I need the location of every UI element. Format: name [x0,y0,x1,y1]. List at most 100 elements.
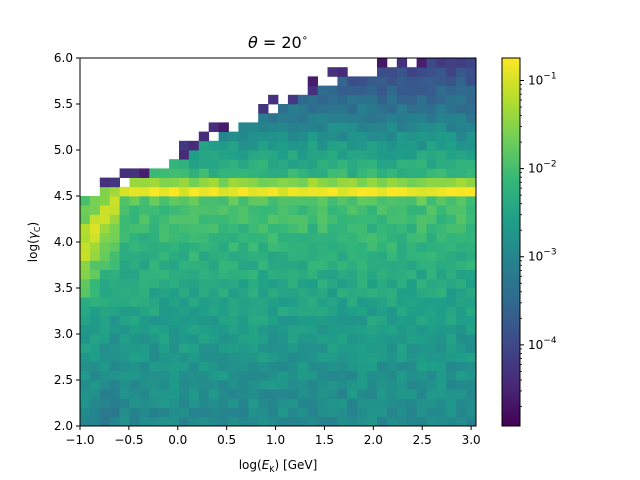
heat-cell [208,232,219,243]
heat-cell [357,269,368,280]
heat-cell [278,269,289,280]
heat-cell [436,205,447,215]
heat-cell [179,352,190,362]
heat-cell [426,186,437,197]
heat-cell [456,232,467,243]
heat-cell [149,186,160,197]
heat-cell [159,214,170,224]
heat-cell [139,196,150,206]
x-tick-label: −0.5 [114,433,143,447]
heat-cell [357,159,368,169]
heat-cell [396,177,408,188]
heat-cell [416,67,427,77]
heat-cell [218,306,229,316]
heat-cell [337,177,348,188]
heat-cell [179,214,190,224]
heat-cell [287,416,299,427]
heat-cell [129,370,140,381]
heat-cell [377,67,388,77]
heat-cell [89,297,101,307]
x-tick-label: 2.0 [364,433,383,447]
heat-cell [317,352,328,362]
heat-cell [198,334,210,344]
heat-cell [396,159,408,169]
heat-cell [396,186,408,197]
heat-cell [446,94,457,105]
heat-cell [416,150,427,160]
heat-cell [248,251,259,261]
heat-cell [317,288,328,298]
heat-cell [129,177,140,188]
heat-cell [139,251,150,261]
heat-cell [297,140,309,151]
heat-cell [357,104,368,114]
heat-cell [228,140,239,151]
heat-cell [466,288,477,298]
heat-cell [129,416,140,427]
heat-cell [149,370,160,381]
heat-cell [337,205,348,215]
heat-cell [386,122,398,132]
heat-cell [80,324,91,335]
heat-cell [307,242,318,252]
heat-cell [208,186,219,197]
heat-cell [268,306,279,316]
heat-cell [406,315,417,326]
heat-cell [258,389,269,399]
heat-cell [119,269,130,280]
heat-cell [416,306,427,316]
heat-cell [416,352,427,362]
heat-cell [278,251,289,261]
heat-cell [297,177,309,188]
heat-cell [287,104,299,114]
heat-cell [297,370,309,381]
heat-cell [357,278,368,289]
heat-cell [188,251,200,261]
heat-cell [228,269,239,280]
heat-cell [149,306,160,316]
heat-cell [179,177,190,188]
heat-cell [179,361,190,372]
heat-cell [377,278,388,289]
heat-cell [297,380,309,390]
heat-cell [436,361,447,372]
heat-cell [287,232,299,243]
heat-cell [456,58,467,68]
heat-cell [386,361,398,372]
heat-cell [248,288,259,298]
heat-cell [466,94,477,105]
heat-cell [129,297,140,307]
heat-cell [357,315,368,326]
heat-cell [456,288,467,298]
heat-cell [406,269,417,280]
heat-cell [228,260,239,270]
heat-cell [327,278,338,289]
heat-cell [248,205,259,215]
heat-cell [159,352,170,362]
heat-cell [218,186,229,197]
heat-cell [80,278,91,289]
heat-cell [297,159,309,169]
heat-cell [238,361,249,372]
heat-cell [416,205,427,215]
heat-cell [416,177,427,188]
heat-cell [327,297,338,307]
heat-cell [327,416,338,427]
heat-cell [436,76,447,86]
heat-cell [367,205,378,215]
heat-cell [198,150,210,160]
heat-cell [357,297,368,307]
heat-cell [377,122,388,132]
heat-cell [139,315,150,326]
heat-cell [396,343,408,353]
heat-cell [456,85,467,96]
x-axis: −1.0 −0.5 0.0 0.5 1.0 1.5 2.0 2.5 3.0 [65,426,481,447]
heat-cell [89,306,101,316]
heat-cell [456,186,467,197]
heat-cell [307,232,318,243]
heat-cell [436,150,447,160]
heat-cell [139,343,150,353]
heat-cell [119,205,130,215]
heat-cell [268,242,279,252]
heat-cell [347,306,358,316]
